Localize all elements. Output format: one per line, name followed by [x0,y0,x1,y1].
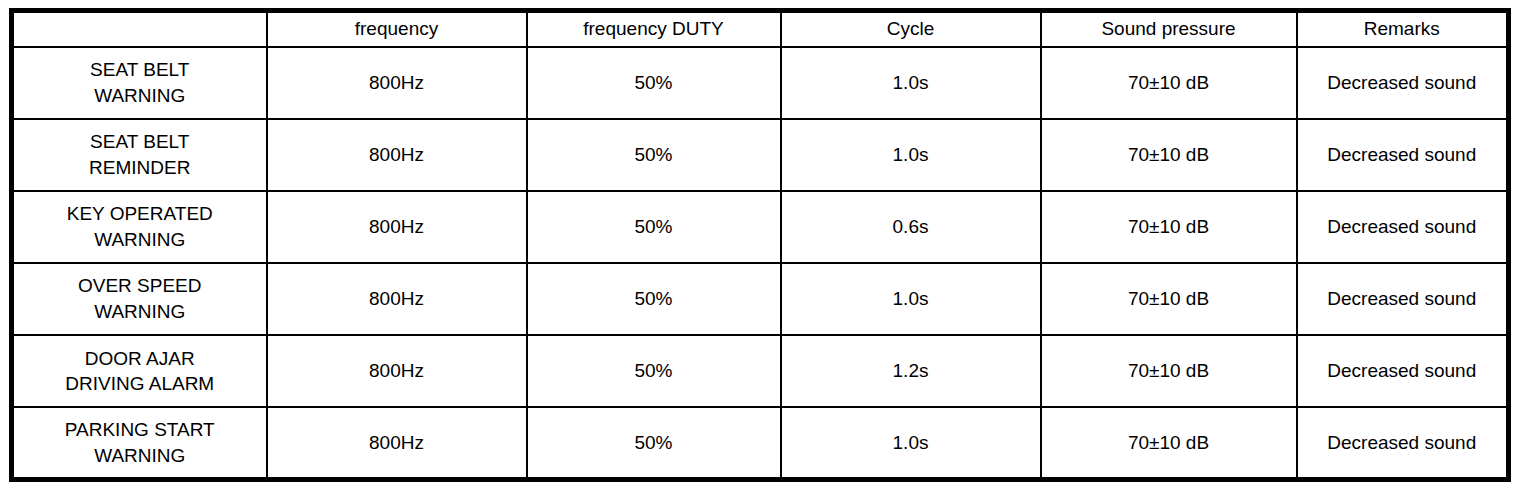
table-row-key-operated-warning: KEY OPERATED WARNING 800Hz 50% 0.6s 70±1… [12,191,1509,263]
table-row-door-ajar-driving-alarm: DOOR AJAR DRIVING ALARM 800Hz 50% 1.2s 7… [12,335,1509,407]
cell-sound-pressure: 70±10 dB [1041,407,1297,479]
row-label-line2: WARNING [94,229,185,250]
table-row-parking-start-warning: PARKING START WARNING 800Hz 50% 1.0s 70±… [12,407,1509,479]
cell-cycle: 1.0s [781,47,1041,119]
cell-remarks: Decreased sound [1297,47,1509,119]
row-label-line1: OVER SPEED [78,275,202,296]
cell-frequency: 800Hz [267,119,527,191]
table-row-over-speed-warning: OVER SPEED WARNING 800Hz 50% 1.0s 70±10 … [12,263,1509,335]
cell-duty: 50% [527,335,781,407]
cell-cycle: 1.0s [781,407,1041,479]
cell-duty: 50% [527,47,781,119]
cell-sound-pressure: 70±10 dB [1041,191,1297,263]
header-cell-frequency-duty: frequency DUTY [527,11,781,47]
cell-sound-pressure: 70±10 dB [1041,47,1297,119]
warning-sound-spec-table: frequency frequency DUTY Cycle Sound pre… [9,8,1511,482]
row-label-line2: WARNING [94,445,185,466]
cell-cycle: 1.2s [781,335,1041,407]
table-row-seat-belt-reminder: SEAT BELT REMINDER 800Hz 50% 1.0s 70±10 … [12,119,1509,191]
row-label-line2: WARNING [94,301,185,322]
cell-duty: 50% [527,119,781,191]
header-row: frequency frequency DUTY Cycle Sound pre… [12,11,1509,47]
row-label-line1: PARKING START [65,419,215,440]
row-label-line1: SEAT BELT [90,131,189,152]
row-label: KEY OPERATED WARNING [12,191,267,263]
cell-remarks: Decreased sound [1297,119,1509,191]
cell-remarks: Decreased sound [1297,263,1509,335]
cell-sound-pressure: 70±10 dB [1041,119,1297,191]
cell-duty: 50% [527,263,781,335]
row-label-line2: REMINDER [89,157,190,178]
cell-cycle: 0.6s [781,191,1041,263]
header-cell-frequency: frequency [267,11,527,47]
cell-frequency: 800Hz [267,263,527,335]
document-page: frequency frequency DUTY Cycle Sound pre… [0,0,1520,490]
row-label: PARKING START WARNING [12,407,267,479]
cell-frequency: 800Hz [267,407,527,479]
row-label: DOOR AJAR DRIVING ALARM [12,335,267,407]
header-cell-remarks: Remarks [1297,11,1509,47]
cell-sound-pressure: 70±10 dB [1041,335,1297,407]
row-label-line2: WARNING [94,85,185,106]
table-row-seat-belt-warning: SEAT BELT WARNING 800Hz 50% 1.0s 70±10 d… [12,47,1509,119]
cell-remarks: Decreased sound [1297,335,1509,407]
header-cell-sound-pressure: Sound pressure [1041,11,1297,47]
cell-frequency: 800Hz [267,335,527,407]
cell-frequency: 800Hz [267,191,527,263]
row-label: SEAT BELT REMINDER [12,119,267,191]
row-label-line1: DOOR AJAR [85,348,195,369]
header-cell-cycle: Cycle [781,11,1041,47]
row-label-line1: SEAT BELT [90,59,189,80]
cell-remarks: Decreased sound [1297,407,1509,479]
cell-remarks: Decreased sound [1297,191,1509,263]
cell-sound-pressure: 70±10 dB [1041,263,1297,335]
cell-duty: 50% [527,191,781,263]
row-label-line1: KEY OPERATED [67,203,213,224]
cell-cycle: 1.0s [781,119,1041,191]
cell-cycle: 1.0s [781,263,1041,335]
row-label: OVER SPEED WARNING [12,263,267,335]
cell-frequency: 800Hz [267,47,527,119]
cell-duty: 50% [527,407,781,479]
row-label: SEAT BELT WARNING [12,47,267,119]
row-label-line2: DRIVING ALARM [65,373,214,394]
header-cell-item [12,11,267,47]
